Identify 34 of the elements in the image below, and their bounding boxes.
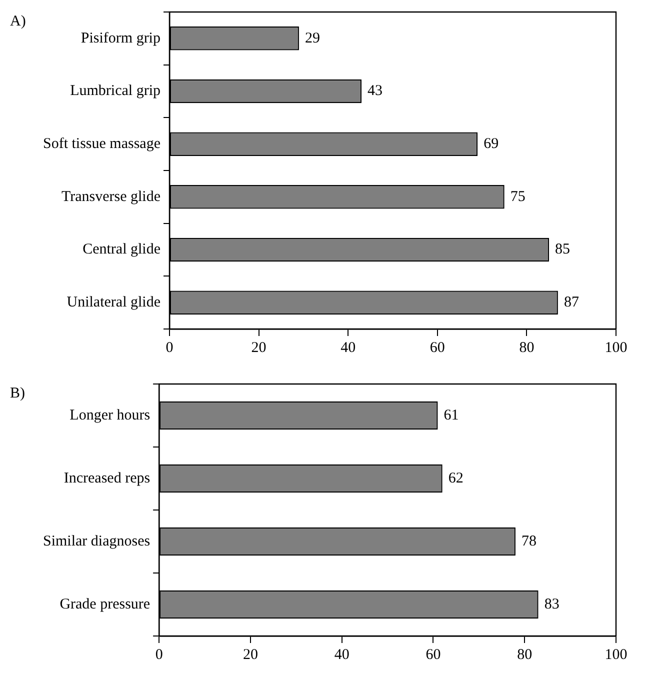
data-label: 75 — [510, 188, 526, 205]
x-tick-label: 60 — [426, 646, 441, 663]
x-tick-label: 60 — [430, 340, 445, 356]
y-tick-label: Lumbrical grip — [70, 83, 160, 100]
x-tick-label: 80 — [517, 646, 532, 663]
y-tick-label: Grade pressure — [60, 596, 150, 612]
data-label: 87 — [564, 294, 580, 311]
y-tick-label: Transverse glide — [61, 188, 161, 205]
x-tick-label: 80 — [519, 340, 534, 356]
y-tick-label: Soft tissue massage — [42, 136, 161, 152]
text: B) — [10, 385, 26, 402]
x-tick-label: 0 — [155, 646, 163, 663]
x-tick-label: 20 — [242, 646, 258, 663]
data-label: 85 — [555, 242, 570, 258]
y-tick-label: Similar diagnoses — [42, 533, 150, 550]
x-tick-label: 0 — [166, 340, 174, 356]
x-tick-label: 40 — [334, 646, 350, 663]
data-label: 62 — [448, 470, 464, 486]
x-tick-label: 100 — [604, 646, 628, 663]
data-label: 69 — [484, 136, 499, 152]
x-tick-label: 20 — [251, 340, 266, 356]
y-tick-label: Increased reps — [64, 470, 150, 486]
x-tick-label: 40 — [340, 340, 356, 356]
data-label: 29 — [304, 30, 320, 46]
y-tick-label: Central glide — [82, 242, 161, 258]
data-label: 43 — [367, 83, 382, 100]
data-label: 78 — [521, 533, 536, 550]
y-tick-label: Longer hours — [70, 407, 150, 424]
y-tick-label: Unilateral glide — [66, 294, 161, 311]
data-label: 61 — [444, 407, 459, 424]
y-tick-label: Pisiform grip — [80, 30, 160, 46]
text: A) — [10, 13, 26, 30]
data-label: 83 — [544, 596, 560, 612]
x-tick-label: 100 — [604, 340, 628, 356]
